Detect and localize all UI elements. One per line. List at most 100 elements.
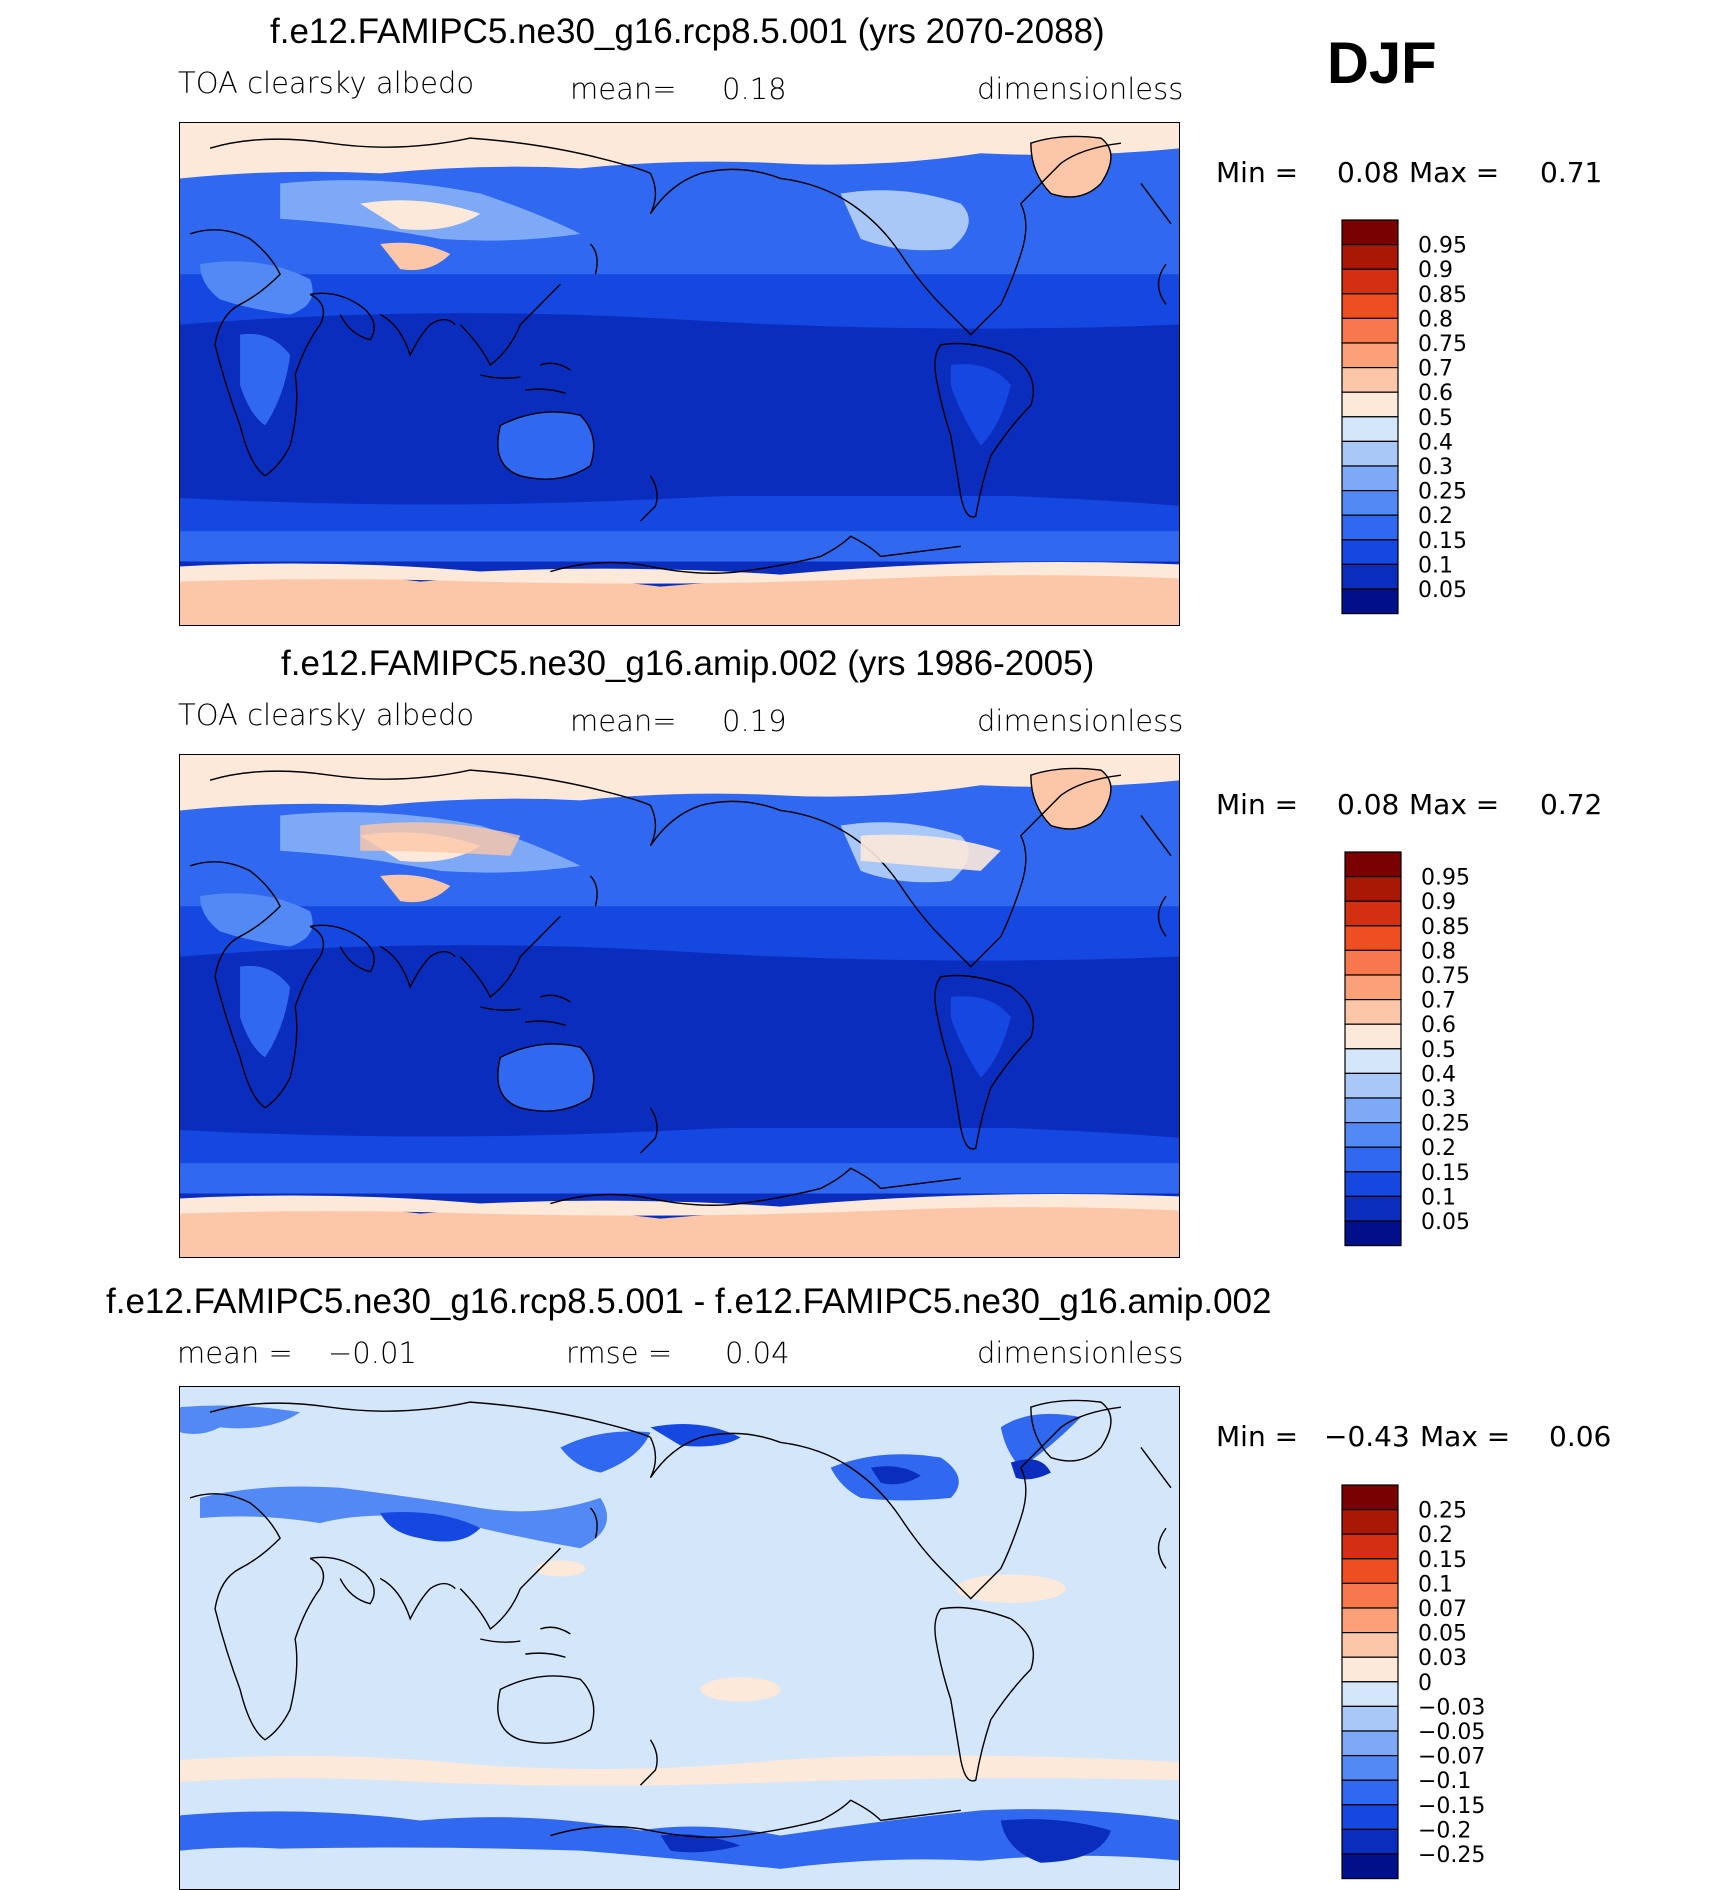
- colorbar-tick-label: 0.4: [1421, 1062, 1456, 1087]
- panel-3-rmse-value: 0.04: [725, 1336, 790, 1370]
- panel-2-colorbar: 0.950.90.850.80.750.70.60.50.40.30.250.2…: [1344, 851, 1470, 1247]
- colorbar-tick-label: 0.07: [1418, 1597, 1467, 1622]
- colorbar-box: [1341, 440, 1399, 467]
- season-label: DJF: [1327, 31, 1437, 96]
- colorbar-box: [1341, 416, 1399, 443]
- colorbar-box: [1341, 588, 1399, 615]
- panel-1-max-label: Max =: [1409, 156, 1500, 189]
- colorbar-box: [1341, 1681, 1399, 1708]
- colorbar-tick-label: 0.5: [1418, 406, 1453, 431]
- colorbar-box: [1344, 900, 1402, 927]
- colorbar-tick-label: 0.9: [1418, 258, 1453, 283]
- colorbar-tick-label: 0.8: [1418, 307, 1453, 332]
- colorbar-box: [1344, 876, 1402, 902]
- panel-3-min-value: −0.43: [1324, 1420, 1410, 1453]
- colorbar-box: [1344, 1146, 1402, 1173]
- panel-1-title: f.e12.FAMIPC5.ne30_g16.rcp8.5.001 (yrs 2…: [270, 12, 1105, 51]
- panel-2-max-label: Max =: [1409, 788, 1500, 821]
- panel-1-mean-value: 0.18: [722, 72, 787, 106]
- colorbar-tick-label: 0.75: [1421, 964, 1470, 989]
- colorbar-box: [1344, 999, 1402, 1025]
- colorbar-tick-label: 0.4: [1418, 430, 1453, 455]
- colorbar-tick-label: 0.05: [1418, 1622, 1467, 1647]
- colorbar-box: [1341, 1705, 1399, 1732]
- panel-2-map: [179, 754, 1180, 1258]
- colorbar-box: [1341, 465, 1399, 492]
- panel-2-mean-label: mean=: [570, 704, 677, 738]
- colorbar-tick-label: 0.1: [1421, 1185, 1456, 1210]
- panel-3-map: [179, 1386, 1180, 1890]
- colorbar-box: [1344, 851, 1402, 878]
- colorbar-box: [1344, 949, 1402, 976]
- colorbar-box: [1341, 219, 1399, 246]
- colorbar-box: [1341, 1730, 1399, 1757]
- colorbar-box: [1341, 1607, 1399, 1634]
- colorbar-box: [1344, 1097, 1402, 1124]
- colorbar-box: [1341, 391, 1399, 418]
- colorbar-tick-label: −0.15: [1418, 1794, 1485, 1819]
- colorbar-tick-label: 0.15: [1418, 529, 1467, 554]
- colorbar-box: [1341, 1779, 1399, 1806]
- colorbar-tick-label: 0.25: [1418, 1499, 1467, 1524]
- panel-2-mean-value: 0.19: [722, 704, 787, 738]
- colorbar-box: [1341, 1582, 1399, 1609]
- colorbar-box: [1341, 1853, 1399, 1880]
- colorbar-tick-label: 0.25: [1418, 480, 1467, 505]
- colorbar-tick-label: 0.3: [1421, 1087, 1456, 1112]
- colorbar-box: [1344, 1171, 1402, 1197]
- colorbar-tick-label: −0.1: [1418, 1769, 1471, 1794]
- colorbar-tick-label: −0.2: [1418, 1818, 1471, 1843]
- panel-1-max-value: 0.71: [1540, 156, 1603, 189]
- panel-1-min-label: Min =: [1216, 156, 1299, 189]
- colorbar-tick-label: 0.3: [1418, 455, 1453, 480]
- colorbar-box: [1341, 490, 1399, 516]
- colorbar-box: [1341, 1656, 1399, 1683]
- colorbar-tick-label: −0.07: [1418, 1745, 1485, 1770]
- colorbar-tick-label: 0.03: [1418, 1646, 1467, 1671]
- colorbar-tick-label: 0.2: [1421, 1136, 1456, 1161]
- panel-1-variable: TOA clearsky albedo: [178, 66, 475, 100]
- colorbar-box: [1344, 1122, 1402, 1148]
- colorbar-tick-label: 0.9: [1421, 890, 1456, 915]
- panel-2-min-value: 0.08: [1337, 788, 1400, 821]
- panel-3-units: dimensionless: [977, 1336, 1184, 1370]
- colorbar-tick-label: −0.03: [1418, 1695, 1485, 1720]
- colorbar-box: [1341, 317, 1399, 344]
- panel-2-min-label: Min =: [1216, 788, 1299, 821]
- colorbar-tick-label: 0.7: [1418, 357, 1453, 382]
- colorbar-tick-label: 0.25: [1421, 1112, 1470, 1137]
- colorbar-box: [1341, 1828, 1399, 1855]
- colorbar-box: [1341, 539, 1399, 565]
- colorbar-box: [1341, 1509, 1399, 1535]
- colorbar-tick-label: 0.05: [1421, 1210, 1470, 1235]
- colorbar-box: [1344, 1220, 1402, 1247]
- panel-1-colorbar: 0.950.90.850.80.750.70.60.50.40.30.250.2…: [1341, 219, 1467, 615]
- colorbar-box: [1344, 974, 1402, 1001]
- panel-3-colorbar: 0.250.20.150.10.070.050.030−0.03−0.05−0.…: [1341, 1484, 1485, 1880]
- colorbar-box: [1344, 1048, 1402, 1075]
- colorbar-box: [1344, 925, 1402, 952]
- panel-1-units: dimensionless: [977, 72, 1184, 106]
- colorbar-tick-label: 0.2: [1418, 1523, 1453, 1548]
- panel-3-min-label: Min =: [1216, 1420, 1299, 1453]
- colorbar-tick-label: 0.2: [1418, 504, 1453, 529]
- panel-3-max-label: Max =: [1420, 1420, 1511, 1453]
- colorbar-box: [1341, 514, 1399, 541]
- panel-3-rmse-label: rmse =: [566, 1336, 673, 1370]
- colorbar-box: [1341, 563, 1399, 590]
- colorbar-tick-label: −0.05: [1418, 1720, 1485, 1745]
- colorbar-tick-label: 0.15: [1418, 1548, 1467, 1573]
- colorbar-tick-label: 0.05: [1418, 578, 1467, 603]
- colorbar-tick-label: 0.95: [1418, 234, 1467, 259]
- panel-3-mean-value: −0.01: [328, 1336, 417, 1370]
- colorbar-tick-label: 0.8: [1421, 939, 1456, 964]
- panel-3-title: f.e12.FAMIPC5.ne30_g16.rcp8.5.001 - f.e1…: [106, 1282, 1272, 1321]
- colorbar-tick-label: −0.25: [1418, 1843, 1485, 1868]
- colorbar-tick-label: 0: [1418, 1671, 1432, 1696]
- colorbar-box: [1341, 244, 1399, 270]
- colorbar-tick-label: 0.6: [1418, 381, 1453, 406]
- panel-2-max-value: 0.72: [1540, 788, 1603, 821]
- colorbar-box: [1341, 1484, 1399, 1511]
- panel-2-units: dimensionless: [977, 704, 1184, 738]
- panel-2-variable: TOA clearsky albedo: [178, 698, 475, 732]
